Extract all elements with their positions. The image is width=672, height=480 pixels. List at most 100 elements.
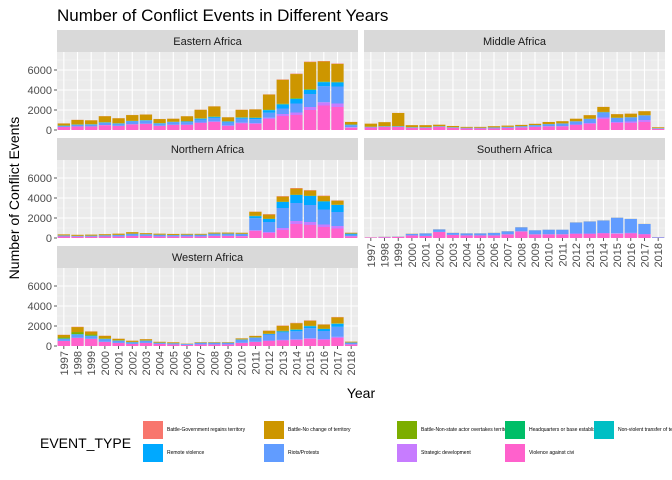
bar-segment-riots-protests-2009	[221, 233, 235, 236]
bar-segment-riots-protests-2010	[542, 229, 555, 235]
bar-segment-battle-no-change-of-territory-2016	[624, 113, 637, 118]
x-tick-label: 2017	[332, 351, 344, 375]
bar-segment-riots-protests-1998	[71, 124, 84, 127]
bar-segment-battle-non-state-actor-overtakes-territory-1997	[57, 337, 70, 339]
bar-segment-violence-against-civi-2014	[597, 233, 610, 238]
bar-segment-violence-against-civi-2008	[515, 231, 528, 238]
bar-segment-remote-violence-2017	[331, 323, 344, 327]
bar-segment-violence-against-civi-2005	[474, 235, 487, 238]
bar-segment-violence-against-civi-2013	[583, 124, 596, 130]
bar-segment-battle-no-change-of-territory-2009	[528, 123, 542, 125]
x-tick-label: 2002	[434, 243, 446, 267]
bar-segment-remote-violence-2016	[317, 201, 330, 210]
x-tick-label: 2014	[291, 351, 303, 375]
y-tick-label: 2000	[28, 105, 52, 117]
bar-segment-strategic-development-2016	[317, 102, 330, 106]
bar-segment-violence-against-civi-2017	[331, 228, 344, 238]
bar-segment-remote-violence-2007	[194, 118, 207, 120]
bar-segment-violence-against-civi-2010	[542, 234, 555, 238]
y-tick-label: 0	[46, 341, 52, 353]
bar-segment-battle-no-change-of-territory-2013	[276, 79, 289, 104]
x-tick-label: 2010	[544, 243, 556, 267]
bar-segment-violence-against-civi-2003	[139, 124, 153, 130]
y-tick-label: 4000	[28, 85, 52, 97]
bar-segment-riots-protests-2017	[331, 212, 344, 226]
bar-segment-violence-against-civi-2015	[303, 339, 317, 346]
bar-segment-battle-no-change-of-territory-2006	[180, 116, 194, 122]
x-tick-label: 2015	[305, 351, 317, 375]
bar-segment-riots-protests-1997	[57, 125, 70, 127]
bar-segment-riots-protests-2016	[624, 117, 637, 122]
legend-key	[505, 421, 525, 439]
bar-segment-battle-no-change-of-territory-2013	[276, 196, 289, 202]
x-tick-label: 2012	[264, 351, 276, 375]
bar-segment-strategic-development-2018	[345, 127, 358, 128]
bar-segment-violence-against-civi-2001	[419, 236, 432, 238]
legend-item-remote-violence: Remote violence	[143, 444, 204, 462]
bar-segment-strategic-development-2017	[331, 103, 344, 107]
bar-segment-violence-against-civi-2014	[597, 119, 610, 130]
x-tick-label: 1999	[393, 243, 405, 267]
bar-segment-riots-protests-2017	[638, 224, 651, 234]
bar-segment-violence-against-civi-2000	[98, 125, 112, 130]
bar-segment-battle-no-change-of-territory-2015	[303, 190, 317, 196]
x-tick-label: 2001	[114, 351, 126, 375]
bar-segment-violence-against-civi-2003	[139, 236, 153, 238]
bar-segment-remote-violence-2017	[331, 82, 344, 87]
bar-segment-battle-no-change-of-territory-2008	[208, 106, 221, 117]
bar-segment-violence-against-civi-2006	[180, 345, 194, 346]
bar-segment-violence-against-civi-2007	[501, 128, 514, 130]
bar-segment-strategic-development-2013	[583, 233, 596, 234]
x-tick-label: 2008	[516, 243, 528, 267]
bar-segment-violence-against-civi-1998	[378, 127, 391, 130]
bar-segment-riots-protests-1999	[85, 235, 98, 237]
bar-segment-riots-protests-2003	[446, 127, 460, 128]
bar-segment-battle-no-change-of-territory-2010	[235, 232, 248, 234]
bar-segment-riots-protests-1997	[57, 338, 70, 341]
bar-segment-battle-no-change-of-territory-2015	[610, 114, 624, 118]
x-tick-label: 2009	[223, 351, 235, 375]
bar-segment-violence-against-civi-2002	[126, 236, 139, 238]
bar-segment-violence-against-civi-1998	[378, 237, 391, 238]
y-tick-label: 2000	[28, 213, 52, 225]
bar-segment-violence-against-civi-1998	[71, 236, 84, 238]
bar-segment-violence-against-civi-2006	[180, 236, 194, 238]
bar-segment-battle-no-change-of-territory-2005	[474, 126, 487, 128]
bar-segment-strategic-development-2014	[597, 117, 610, 119]
bar-segment-battle-no-change-of-territory-2001	[112, 233, 125, 235]
bar-segment-battle-no-change-of-territory-2000	[98, 116, 112, 123]
chart-title: Number of Conflict Events in Different Y…	[57, 6, 388, 25]
y-tick-label: 6000	[28, 281, 52, 293]
bar-segment-riots-protests-2004	[153, 234, 166, 237]
bar-segment-violence-against-civi-2017	[331, 107, 344, 130]
facet-strip	[57, 30, 358, 52]
bar-segment-strategic-development-2007	[194, 122, 207, 123]
legend-label: Strategic development	[421, 450, 471, 456]
bar-segment-strategic-development-2012	[569, 124, 583, 125]
bar-segment-strategic-development-2016	[624, 232, 637, 234]
bar-segment-riots-protests-2003	[139, 120, 153, 124]
bar-segment-riots-protests-2009	[221, 122, 235, 126]
x-tick-label: 2016	[626, 243, 638, 267]
bar-segment-violence-against-civi-2008	[208, 122, 221, 130]
legend-key	[264, 444, 284, 462]
bar-segment-remote-violence-2014	[290, 99, 303, 104]
facet-panel-middle-africa: Middle Africa	[364, 30, 665, 131]
bar-segment-riots-protests-2001	[112, 340, 125, 343]
bar-segment-riots-protests-2007	[194, 342, 207, 345]
bar-segment-strategic-development-2012	[569, 233, 583, 234]
bar-segment-riots-protests-2012	[569, 222, 583, 234]
bar-segment-battle-no-change-of-territory-2005	[167, 233, 180, 235]
bar-segment-battle-no-change-of-territory-2018	[345, 122, 358, 125]
bar-segment-violence-against-civi-1997	[57, 127, 70, 130]
x-tick-label: 2005	[475, 243, 487, 267]
bar-segment-strategic-development-2015	[610, 122, 624, 123]
bar-segment-battle-no-change-of-territory-2006	[487, 126, 501, 128]
bar-segment-remote-violence-2011	[249, 216, 262, 219]
legend-title: EVENT_TYPE	[40, 435, 132, 451]
bar-segment-violence-against-civi-2014	[290, 340, 303, 346]
bar-segment-battle-no-change-of-territory-2003	[139, 339, 153, 341]
bar-segment-violence-against-civi-2017	[331, 338, 344, 346]
bar-segment-violence-against-civi-2018	[345, 127, 358, 130]
